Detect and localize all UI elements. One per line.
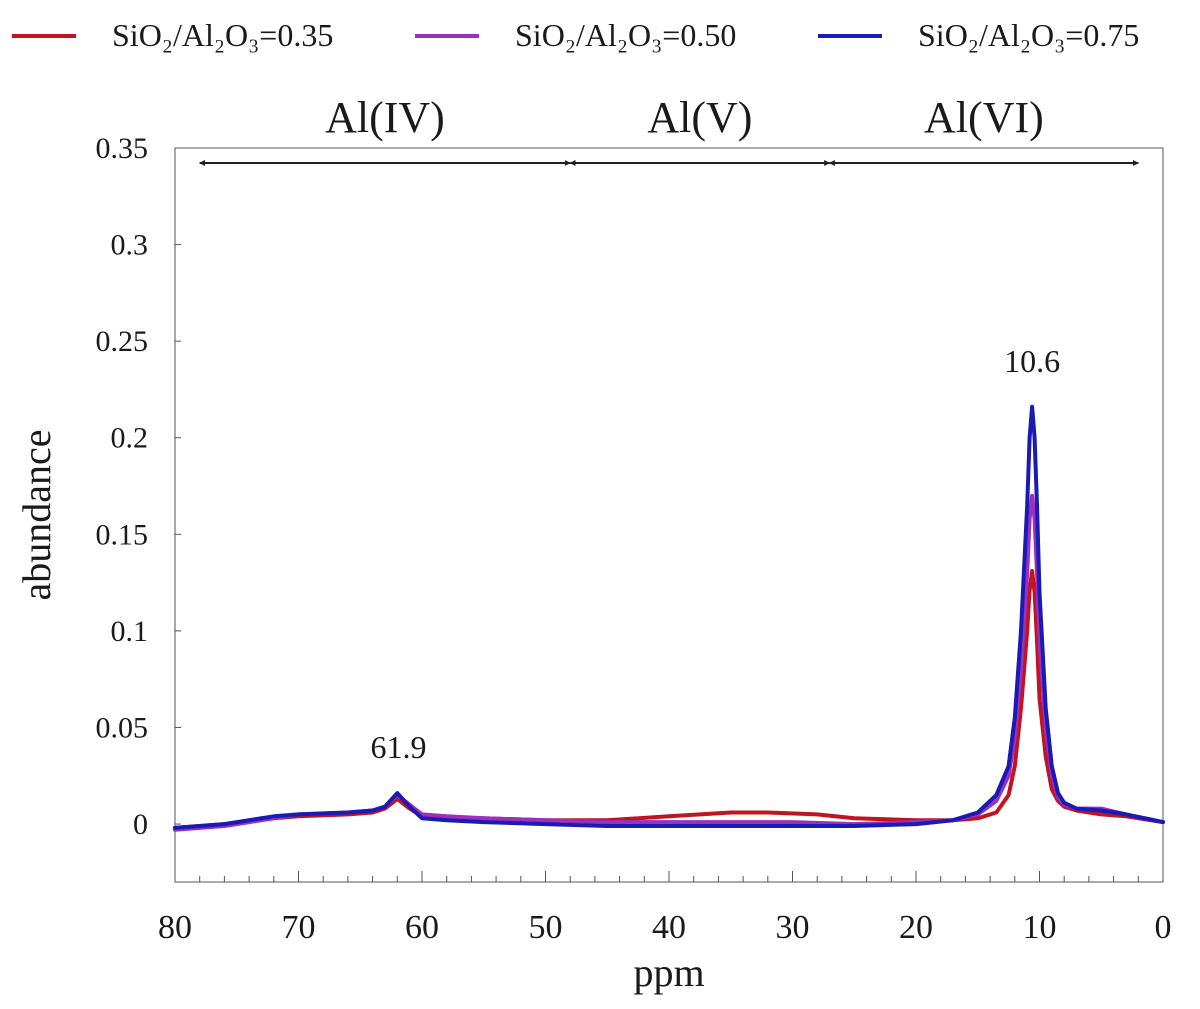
- y-tick-label: 0.2: [111, 422, 149, 455]
- y-tick-label: 0.35: [96, 132, 149, 165]
- x-axis: 80 70 60 50 40 30 20 10 0: [158, 871, 1172, 946]
- x-tick-label: 60: [405, 909, 439, 946]
- peak-label: 61.9: [371, 729, 427, 765]
- x-tick-label: 70: [282, 909, 316, 946]
- series-lines: [173, 404, 1165, 832]
- x-tick-label: 40: [652, 909, 686, 946]
- y-tick-label: 0.3: [111, 229, 149, 262]
- region-label: Al(IV): [325, 93, 445, 142]
- x-tick-label: 50: [529, 909, 563, 946]
- x-tick-label: 20: [899, 909, 933, 946]
- y-tick-label: 0.1: [111, 615, 149, 648]
- y-axis-title: abundance: [14, 429, 59, 600]
- legend-label: SiO₂/Al₂O₃=0.35: [112, 17, 333, 53]
- region-annotations: Al(IV) Al(V) Al(VI): [199, 93, 1139, 166]
- legend: SiO₂/Al₂O₃=0.35 SiO₂/Al₂O₃=0.50 SiO₂/Al₂O₃…: [12, 17, 1139, 53]
- legend-label: SiO₂/Al₂O₃=0.50: [515, 17, 736, 53]
- y-tick-label: 0.05: [96, 711, 149, 744]
- plot-frame: [174, 147, 1164, 883]
- region-label: Al(V): [647, 93, 752, 142]
- legend-label: SiO₂/Al₂O₃=0.75: [918, 17, 1139, 53]
- y-axis: 0 0.05 0.1 0.15 0.2 0.25 0.3 0.35: [96, 132, 181, 841]
- series-line-3: [173, 404, 1165, 830]
- peak-label: 10.6: [1004, 343, 1060, 379]
- x-tick-label: 30: [776, 909, 810, 946]
- x-tick-label: 0: [1155, 909, 1172, 946]
- y-tick-label: 0.25: [96, 325, 149, 358]
- y-tick-label: 0.15: [96, 518, 149, 551]
- region-label: Al(VI): [924, 93, 1044, 142]
- x-tick-label: 80: [158, 909, 192, 946]
- y-tick-label: 0: [133, 808, 148, 841]
- peak-annotations: 61.9 10.6: [371, 343, 1061, 765]
- x-axis-title: ppm: [633, 950, 704, 995]
- x-tick-label: 10: [1023, 909, 1057, 946]
- series-line-2: [173, 493, 1165, 832]
